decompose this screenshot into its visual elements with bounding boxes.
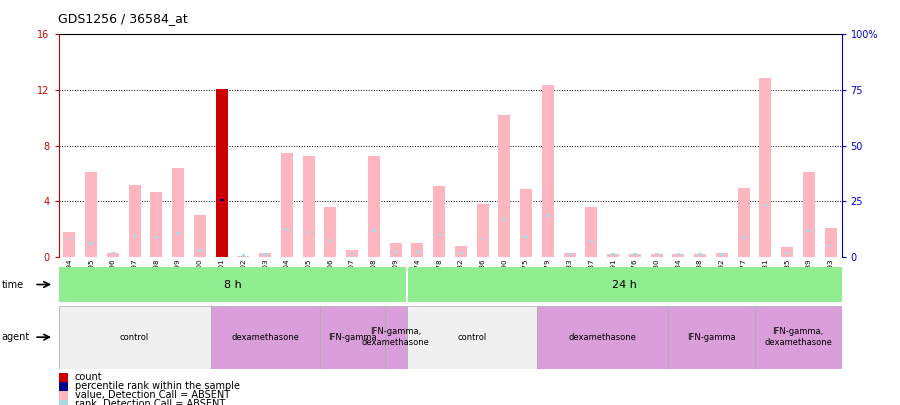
Bar	[738, 188, 750, 257]
Bar	[742, 236, 745, 239]
Bar	[459, 252, 463, 254]
Bar	[672, 254, 684, 257]
Bar	[350, 252, 354, 254]
Bar	[107, 253, 119, 257]
Text: GDS1256 / 36584_at: GDS1256 / 36584_at	[58, 12, 188, 25]
Bar	[481, 238, 484, 241]
Bar	[368, 156, 380, 257]
Bar	[668, 306, 754, 369]
Bar	[829, 245, 833, 247]
Bar	[324, 207, 337, 257]
Text: count: count	[75, 373, 103, 382]
Bar	[63, 232, 76, 257]
Bar	[111, 252, 114, 254]
Bar	[328, 239, 332, 242]
Bar	[633, 253, 636, 256]
Bar	[372, 229, 375, 232]
Bar	[241, 254, 245, 257]
Bar	[502, 218, 506, 221]
Bar	[754, 306, 842, 369]
Text: control: control	[120, 333, 149, 342]
Bar	[568, 253, 572, 256]
Text: IFN-gamma,
dexamethasone: IFN-gamma, dexamethasone	[362, 328, 429, 347]
Bar	[86, 172, 97, 257]
Bar	[786, 252, 789, 254]
Text: rank, Detection Call = ABSENT: rank, Detection Call = ABSENT	[75, 399, 225, 405]
Text: value, Detection Call = ABSENT: value, Detection Call = ABSENT	[75, 390, 230, 400]
Text: IFN-gamma: IFN-gamma	[328, 333, 376, 342]
Bar	[716, 253, 728, 257]
Bar	[411, 243, 423, 257]
Bar	[416, 250, 419, 253]
Text: 8 h: 8 h	[223, 279, 241, 290]
Bar	[394, 250, 398, 253]
Bar	[542, 85, 554, 257]
Bar	[390, 243, 401, 257]
Bar	[525, 235, 528, 238]
Bar	[824, 228, 837, 257]
Bar	[807, 229, 811, 232]
Bar	[216, 89, 228, 257]
Text: control: control	[457, 333, 486, 342]
Bar	[259, 253, 271, 257]
Bar	[320, 306, 385, 369]
Bar	[694, 254, 706, 257]
Text: time: time	[2, 279, 24, 290]
Text: dexamethasone: dexamethasone	[231, 333, 299, 342]
Bar	[407, 306, 537, 369]
Bar	[238, 256, 249, 257]
Bar	[285, 228, 289, 231]
Bar	[346, 250, 358, 257]
Text: 24 h: 24 h	[612, 279, 636, 290]
Bar	[546, 214, 550, 217]
Bar	[220, 199, 224, 202]
Bar	[89, 242, 93, 245]
Bar	[454, 246, 467, 257]
Bar	[763, 204, 767, 207]
Bar	[211, 306, 320, 369]
Bar	[611, 253, 615, 256]
Bar	[629, 254, 641, 257]
Bar	[307, 231, 310, 234]
Bar	[133, 235, 137, 238]
Bar	[803, 172, 815, 257]
Bar	[520, 189, 532, 257]
Bar	[281, 153, 292, 257]
Bar	[68, 238, 71, 241]
Bar	[385, 306, 407, 369]
Bar	[129, 185, 140, 257]
Bar	[477, 204, 489, 257]
Text: IFN-gamma,
dexamethasone: IFN-gamma, dexamethasone	[764, 328, 832, 347]
Text: dexamethasone: dexamethasone	[568, 333, 636, 342]
Bar	[655, 253, 659, 256]
Bar	[537, 306, 668, 369]
Bar	[302, 156, 315, 257]
Bar	[264, 253, 267, 256]
Bar	[194, 215, 206, 257]
Bar	[563, 253, 576, 257]
Bar	[760, 78, 771, 257]
Text: percentile rank within the sample: percentile rank within the sample	[75, 382, 239, 391]
Bar	[608, 254, 619, 257]
Text: agent: agent	[2, 332, 30, 342]
Bar	[437, 234, 441, 236]
Bar	[433, 186, 446, 257]
Bar	[198, 249, 202, 252]
Bar	[499, 115, 510, 257]
Bar	[585, 207, 598, 257]
Bar	[155, 236, 158, 239]
Text: IFN-gamma: IFN-gamma	[687, 333, 735, 342]
Bar	[590, 241, 593, 243]
Bar	[150, 192, 162, 257]
Bar	[58, 306, 211, 369]
Bar	[720, 253, 724, 256]
Bar	[781, 247, 793, 257]
Bar	[677, 253, 680, 256]
Bar	[698, 253, 702, 256]
Bar	[176, 232, 180, 235]
Bar	[172, 168, 184, 257]
Bar	[651, 254, 662, 257]
